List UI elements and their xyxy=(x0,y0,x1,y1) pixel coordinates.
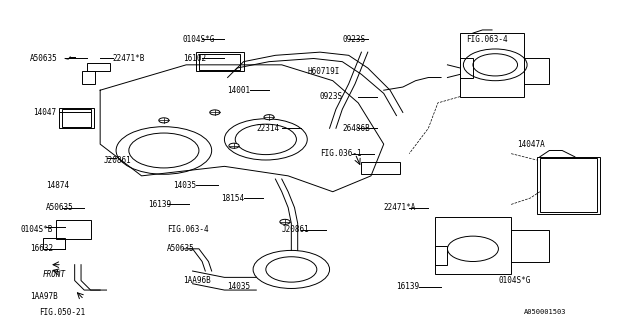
Text: 0104S*B: 0104S*B xyxy=(20,225,53,234)
Circle shape xyxy=(280,219,290,224)
Text: J20861: J20861 xyxy=(282,225,310,234)
Text: A50635: A50635 xyxy=(46,203,74,212)
Bar xyxy=(511,230,549,261)
Bar xyxy=(59,108,94,128)
Bar xyxy=(62,109,91,127)
Text: J20861: J20861 xyxy=(103,156,131,164)
Text: 14047: 14047 xyxy=(33,108,56,117)
Bar xyxy=(540,158,597,212)
Text: 14035: 14035 xyxy=(228,282,251,292)
Text: H60719I: H60719I xyxy=(307,67,340,76)
Text: 22314: 22314 xyxy=(256,124,280,133)
Text: 14874: 14874 xyxy=(46,181,69,190)
Bar xyxy=(460,33,524,97)
Text: A050001503: A050001503 xyxy=(524,309,566,315)
Text: 0104S*G: 0104S*G xyxy=(183,35,216,44)
Bar xyxy=(435,217,511,274)
Text: 1AA96B: 1AA96B xyxy=(183,276,211,285)
Text: 0923S: 0923S xyxy=(320,92,343,101)
Bar xyxy=(56,220,91,239)
Text: 16102: 16102 xyxy=(183,54,206,63)
Bar xyxy=(362,162,399,174)
Bar xyxy=(460,59,473,77)
Text: FIG.063-4: FIG.063-4 xyxy=(467,35,508,44)
Bar xyxy=(199,54,241,69)
Bar xyxy=(83,71,95,84)
Text: 0104S*G: 0104S*G xyxy=(499,276,531,285)
Text: FIG.063-4: FIG.063-4 xyxy=(167,225,209,234)
Bar xyxy=(196,52,244,71)
Text: FRONT: FRONT xyxy=(43,270,66,279)
Circle shape xyxy=(159,118,169,123)
Text: 22471*B: 22471*B xyxy=(113,54,145,63)
Text: 16632: 16632 xyxy=(30,244,53,253)
Text: FIG.050-21: FIG.050-21 xyxy=(40,308,86,317)
Circle shape xyxy=(229,143,239,148)
Text: A50635: A50635 xyxy=(30,54,58,63)
Bar xyxy=(43,238,65,249)
Text: FIG.036-1: FIG.036-1 xyxy=(320,149,362,158)
Text: 14035: 14035 xyxy=(173,181,196,190)
Text: 1AA97B: 1AA97B xyxy=(30,292,58,301)
Circle shape xyxy=(264,115,274,120)
Text: 16139: 16139 xyxy=(148,200,171,209)
Text: 26486B: 26486B xyxy=(342,124,370,133)
Circle shape xyxy=(210,110,220,115)
Bar xyxy=(435,246,447,265)
Text: 0923S: 0923S xyxy=(342,35,365,44)
Text: 18154: 18154 xyxy=(221,194,244,203)
Text: 16139: 16139 xyxy=(396,282,420,292)
Text: 22471*A: 22471*A xyxy=(384,203,416,212)
Text: A50635: A50635 xyxy=(167,244,195,253)
Bar xyxy=(524,59,549,84)
Text: 14001: 14001 xyxy=(228,86,251,95)
Bar xyxy=(537,157,600,214)
Bar xyxy=(88,63,109,71)
Text: 14047A: 14047A xyxy=(518,140,545,148)
